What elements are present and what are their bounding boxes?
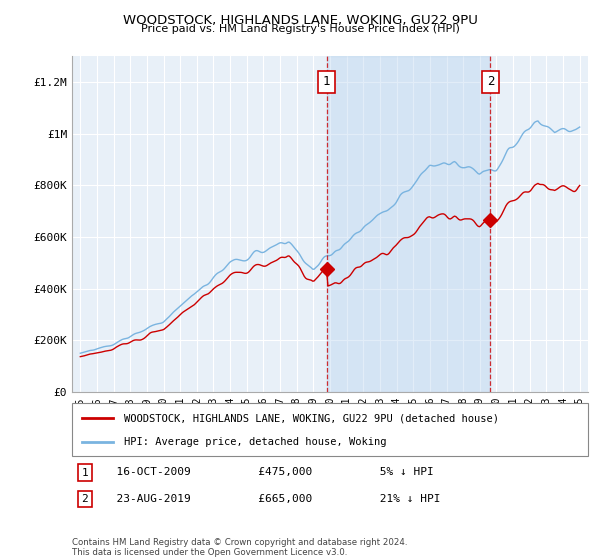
Text: 23-AUG-2019          £665,000          21% ↓ HPI: 23-AUG-2019 £665,000 21% ↓ HPI — [103, 494, 440, 504]
Text: 1: 1 — [323, 76, 330, 88]
Text: HPI: Average price, detached house, Woking: HPI: Average price, detached house, Woki… — [124, 436, 386, 446]
Text: 1: 1 — [82, 468, 88, 478]
Text: 2: 2 — [82, 494, 88, 504]
Bar — [326, 56, 490, 392]
Text: 16-OCT-2009          £475,000          5% ↓ HPI: 16-OCT-2009 £475,000 5% ↓ HPI — [103, 468, 434, 478]
Text: WOODSTOCK, HIGHLANDS LANE, WOKING, GU22 9PU: WOODSTOCK, HIGHLANDS LANE, WOKING, GU22 … — [122, 14, 478, 27]
FancyBboxPatch shape — [72, 403, 588, 456]
Text: Contains HM Land Registry data © Crown copyright and database right 2024.
This d: Contains HM Land Registry data © Crown c… — [72, 538, 407, 557]
Text: WOODSTOCK, HIGHLANDS LANE, WOKING, GU22 9PU (detached house): WOODSTOCK, HIGHLANDS LANE, WOKING, GU22 … — [124, 413, 499, 423]
Text: Price paid vs. HM Land Registry's House Price Index (HPI): Price paid vs. HM Land Registry's House … — [140, 24, 460, 34]
Text: 2: 2 — [487, 76, 494, 88]
